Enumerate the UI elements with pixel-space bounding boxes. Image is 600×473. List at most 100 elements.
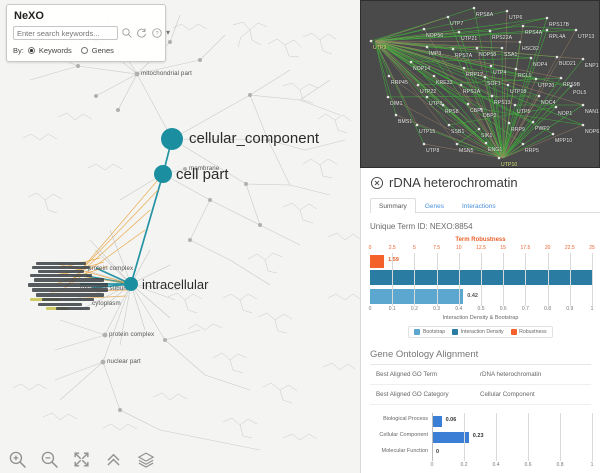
- gene-node-label[interactable]: UTP4: [493, 70, 507, 76]
- tree-node-label[interactable]: nuclear part: [107, 358, 141, 365]
- gene-node-label[interactable]: POL5: [573, 90, 587, 96]
- collapse-icon[interactable]: [104, 450, 123, 469]
- gene-node-label[interactable]: MSN5: [459, 148, 474, 154]
- gene-node-label[interactable]: UTP15: [419, 129, 436, 135]
- axis-tick-label: 2.5: [388, 245, 396, 251]
- go-value-label: 0: [436, 449, 440, 455]
- gene-node-label[interactable]: UTP13: [578, 34, 595, 40]
- gene-node-label[interactable]: RPS1A: [463, 89, 481, 95]
- axis-tick-label: 0.3: [433, 306, 441, 312]
- tab-summary[interactable]: Summary: [370, 198, 416, 213]
- tab-interactions[interactable]: Interactions: [461, 203, 496, 210]
- gene-node-label[interactable]: BMS1: [398, 119, 413, 125]
- gene-node-label[interactable]: RPS8A: [476, 12, 494, 18]
- gene-node-label[interactable]: RCL1: [518, 73, 532, 79]
- robustness-axis-ticks: 0 2.5 5 7.5 10 12.5 15 17.5 20 22.5 25: [369, 245, 595, 253]
- gene-node-label[interactable]: RRP45: [391, 80, 408, 86]
- gene-node-label[interactable]: UTP21: [461, 36, 478, 42]
- gene-node-label[interactable]: DBP2: [483, 113, 497, 119]
- gene-node-label[interactable]: IMP3: [429, 51, 442, 57]
- gene-node-label[interactable]: SIK1: [481, 133, 493, 139]
- reset-icon[interactable]: [136, 27, 148, 39]
- gene-node-label[interactable]: HSC82: [522, 46, 539, 52]
- axis-tick-label: 0.4: [455, 306, 463, 312]
- gridline: [392, 270, 394, 306]
- legend-swatch: [452, 329, 459, 335]
- gene-node-label[interactable]: UTP9: [373, 45, 387, 51]
- gene-node-label[interactable]: NOP1: [558, 111, 573, 117]
- page-title: rDNA heterochromatin: [389, 175, 518, 190]
- tree-node-label[interactable]: mitochondrial part: [141, 70, 192, 77]
- gene-node-label[interactable]: NOP58: [479, 52, 497, 58]
- fit-screen-icon[interactable]: [72, 450, 91, 469]
- gene-node-label[interactable]: RPS7A: [455, 53, 473, 59]
- gene-node-label[interactable]: NAN1: [585, 109, 599, 115]
- gene-node-label[interactable]: NOC4: [541, 100, 556, 106]
- gridline: [458, 270, 460, 306]
- gene-node-label[interactable]: RPS8: [445, 109, 459, 115]
- gene-node-label[interactable]: UTP8: [426, 148, 440, 154]
- gridline: [547, 253, 549, 270]
- gene-node-label[interactable]: SOF1: [487, 81, 501, 87]
- gene-node-label[interactable]: UTP6: [509, 15, 523, 21]
- gene-node-label[interactable]: NOP14: [413, 66, 431, 72]
- ontology-tree-graph[interactable]: [0, 0, 360, 473]
- gene-node-label[interactable]: RRP9: [511, 127, 525, 133]
- gene-node-label[interactable]: RRP12: [466, 72, 483, 78]
- interaction-network-graph[interactable]: [361, 1, 599, 167]
- go-value-label: 0.06: [445, 417, 457, 423]
- search-icon[interactable]: [121, 27, 133, 39]
- ontology-tree-panel[interactable]: mitochondrial part membrane protein comp…: [0, 0, 361, 473]
- layers-icon[interactable]: [136, 450, 156, 469]
- gene-node-label[interactable]: NOP6: [585, 129, 600, 135]
- term-detail-panel[interactable]: rDNA heterochromatin Summary Genes Inter…: [360, 168, 600, 473]
- search-input[interactable]: [13, 26, 118, 40]
- gene-node-label[interactable]: NOP56: [426, 33, 444, 39]
- gene-node-label[interactable]: UTP5: [517, 109, 531, 115]
- close-circle-icon[interactable]: [370, 176, 384, 190]
- gene-node-label[interactable]: DIM1: [390, 101, 403, 107]
- gene-node-label[interactable]: BUD21: [559, 61, 576, 67]
- tree-node-label[interactable]: cytoplasm: [92, 300, 121, 307]
- gene-node-label[interactable]: UTP10: [501, 162, 518, 168]
- gene-node-label[interactable]: RPL4A: [549, 34, 566, 40]
- gene-node-label[interactable]: UTP8: [429, 101, 443, 107]
- gene-node-label[interactable]: RPS17B: [549, 22, 570, 28]
- gene-node-label[interactable]: UTP7: [450, 21, 464, 27]
- gene-node-label[interactable]: RPS9B: [563, 82, 581, 88]
- gene-node-label[interactable]: KRE33: [436, 80, 453, 86]
- tree-node-label[interactable]: protein complex: [109, 331, 155, 338]
- gene-node-label[interactable]: RPS4A: [525, 30, 543, 36]
- gene-node-label[interactable]: UTP20: [538, 83, 555, 89]
- gene-node-label[interactable]: MPP10: [555, 138, 573, 144]
- gene-node-label[interactable]: ENG1: [488, 147, 503, 153]
- radio-genes[interactable]: [80, 47, 88, 54]
- gridline: [503, 253, 505, 270]
- gene-node-label[interactable]: PWP2: [535, 126, 550, 132]
- gene-node-label[interactable]: UTP18: [510, 89, 527, 95]
- gene-node-label[interactable]: SSA1: [504, 52, 518, 58]
- gene-node-label[interactable]: RPS13: [494, 100, 511, 106]
- gene-node-label[interactable]: CBF5: [470, 108, 484, 114]
- interaction-network-panel[interactable]: UTP9 RPS8A UTP6 UTP7 RPS17B NOP56 UTP21 RPS22A R…: [360, 0, 600, 168]
- tree-node-label[interactable]: ribosomal subunit: [80, 285, 131, 292]
- tab-genes[interactable]: Genes: [424, 203, 444, 210]
- axis-tick-label: 0.6: [524, 462, 532, 468]
- tree-node-label[interactable]: membrane: [189, 165, 220, 172]
- chevron-down-icon[interactable]: ▾: [166, 28, 171, 37]
- radio-keywords-label[interactable]: Keywords: [38, 46, 72, 55]
- gene-node-label[interactable]: RRP5: [525, 148, 539, 154]
- zoom-out-icon[interactable]: [40, 450, 59, 469]
- gene-node-label[interactable]: NOP4: [533, 62, 548, 68]
- gene-node-label[interactable]: RPS22A: [492, 35, 513, 41]
- help-icon[interactable]: ?: [151, 27, 163, 39]
- tree-node-label[interactable]: protein complex: [88, 265, 134, 272]
- search-panel[interactable]: NeXO ? ▾ By: Keywo: [6, 4, 170, 62]
- gene-node-label[interactable]: UTP22: [420, 89, 437, 95]
- radio-genes-label[interactable]: Genes: [91, 46, 114, 55]
- go-chart-row: Cellular Component 0.23: [379, 429, 591, 445]
- radio-keywords[interactable]: [27, 47, 35, 54]
- gene-node-label[interactable]: SSB1: [451, 129, 465, 135]
- zoom-in-icon[interactable]: [8, 450, 27, 469]
- gene-node-label[interactable]: ENP1: [585, 63, 599, 69]
